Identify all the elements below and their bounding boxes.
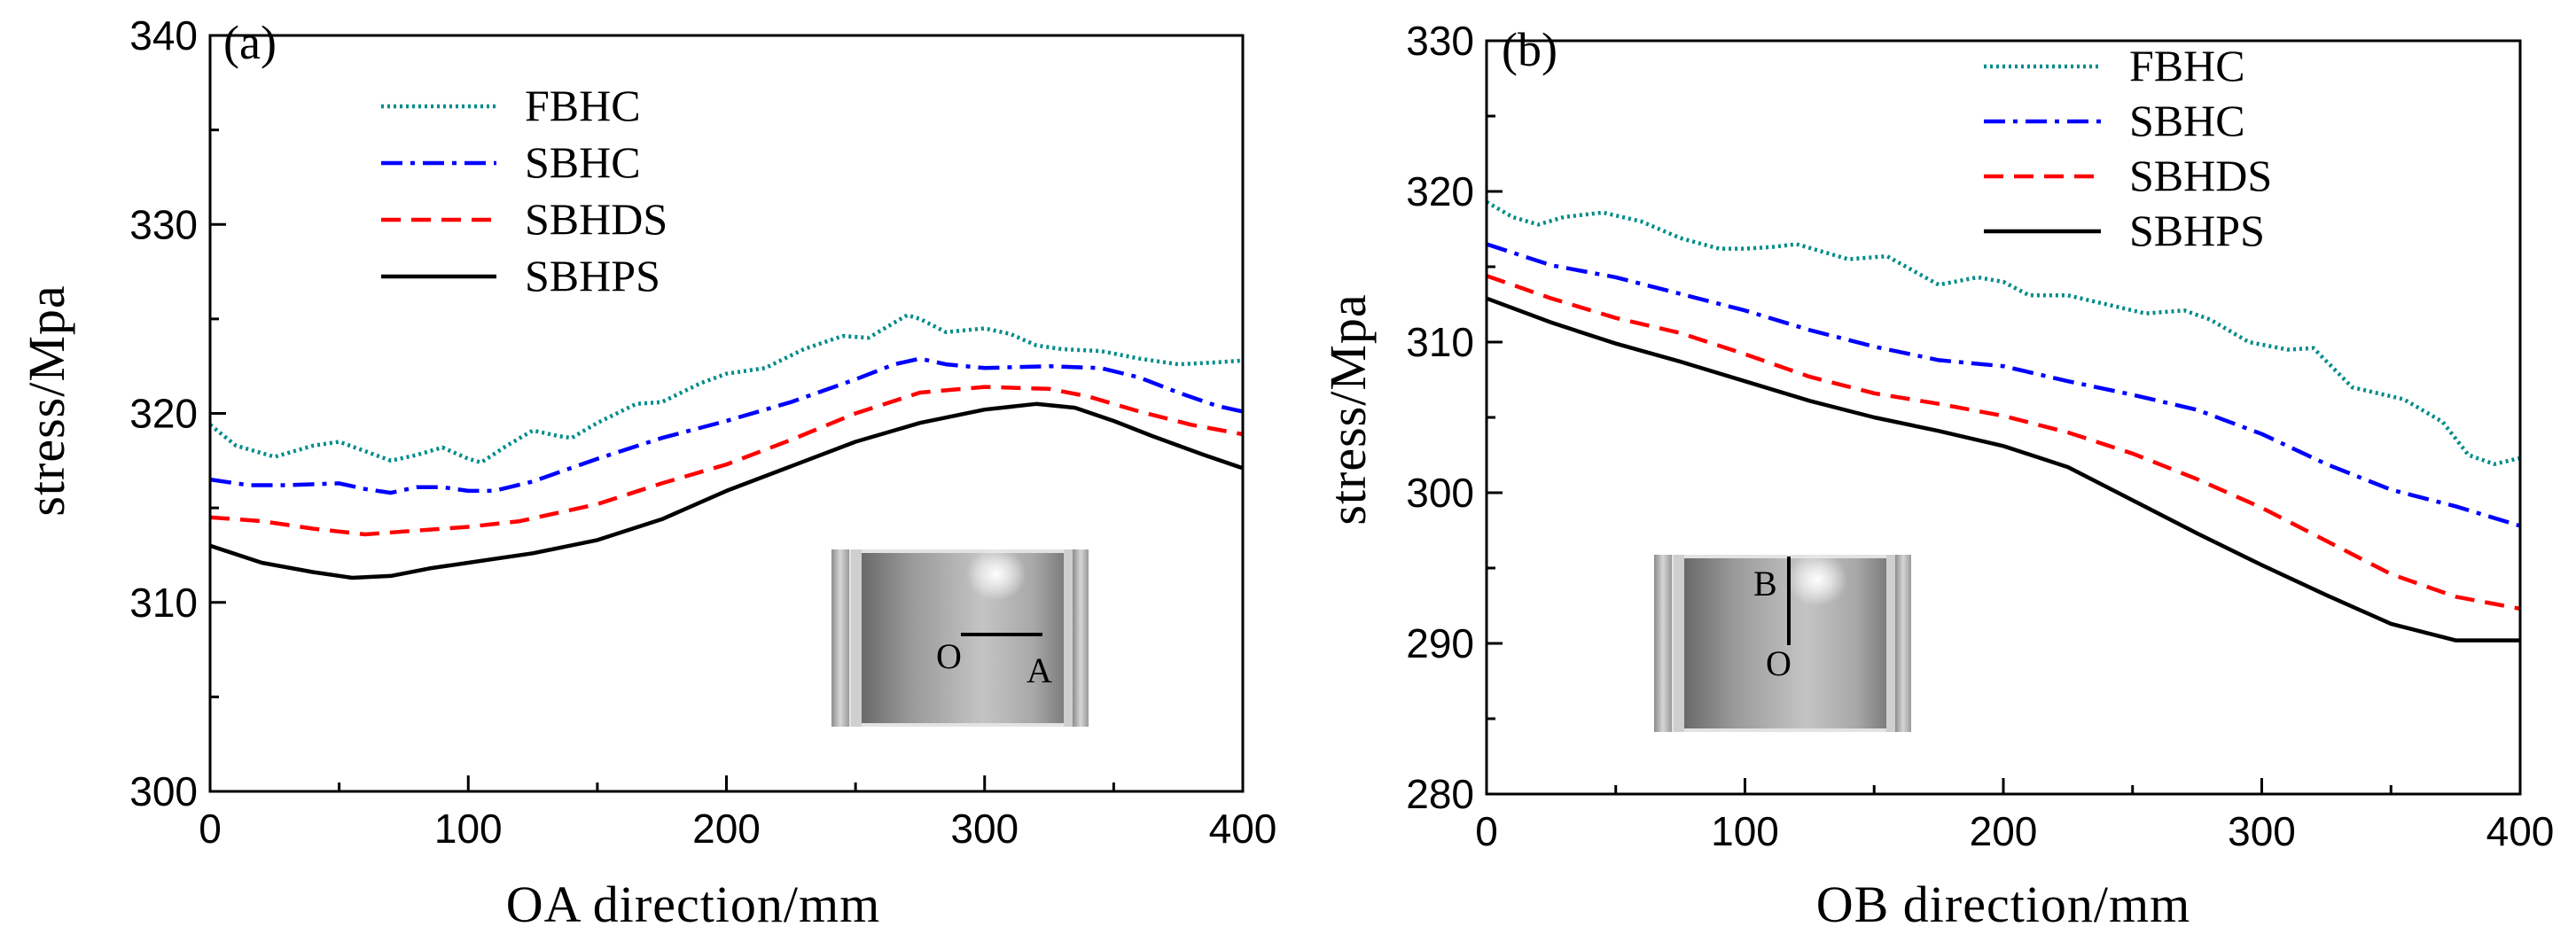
legend-b: FBHC SBHC SBHDS SBHPS — [1984, 41, 2272, 255]
ticks-b: 0 100 200 300 400 280 290 300 310 320 330 — [1406, 18, 2554, 854]
y-tick-label-b-320: 320 — [1406, 168, 1474, 214]
series-line-a-sbhps — [209, 401, 1244, 580]
series-line-b-fbhc — [1485, 199, 2521, 466]
x-tick-label-a-300: 300 — [950, 806, 1019, 852]
inset-image-b: B O — [1654, 553, 1911, 732]
legend-label-b-sbhps: SBHPS — [2129, 206, 2265, 255]
x-tick-label-b-0: 0 — [1475, 808, 1498, 854]
y-tick-label-a-320: 320 — [129, 391, 198, 437]
legend-label-b-sbhc: SBHC — [2129, 96, 2245, 145]
x-tick-label-a-100: 100 — [434, 806, 503, 852]
series-line-b-sbhps — [1486, 296, 2520, 642]
inset-label-a: A — [1026, 650, 1052, 690]
y-tick-label-a-300: 300 — [129, 768, 198, 814]
y-axis-title-b: stress/Mpa — [1319, 293, 1377, 525]
chart-panel-b: 0 100 200 300 400 280 290 300 310 320 330 (b) OB d… — [1319, 18, 2554, 933]
x-axis-title-b: OB direction/mm — [1816, 876, 2191, 933]
y-tick-label-b-330: 330 — [1406, 18, 1474, 64]
inset-label-o-a: O — [936, 636, 962, 676]
x-axis-title-a: OA direction/mm — [506, 876, 881, 933]
series-line-a-sbhc — [209, 356, 1244, 495]
inset-image-a: O A — [831, 548, 1089, 727]
x-tick-label-a-200: 200 — [692, 806, 761, 852]
y-tick-label-b-310: 310 — [1406, 319, 1474, 365]
legend-label-b-fbhc: FBHC — [2129, 41, 2245, 90]
x-tick-label-b-100: 100 — [1711, 808, 1779, 854]
y-axis-title-a: stress/Mpa — [18, 284, 75, 516]
x-tick-label-b-300: 300 — [2228, 808, 2296, 854]
series-line-a-sbhds — [209, 385, 1244, 537]
series-layer-a — [208, 313, 1244, 580]
series-line-b-sbhc — [1486, 242, 2521, 528]
y-tick-label-b-280: 280 — [1406, 771, 1474, 817]
chart-panel-a: 0 100 200 300 400 300 310 320 330 340 (a) OA dire… — [18, 12, 1276, 933]
x-tick-label-a-0: 0 — [199, 806, 222, 852]
y-tick-label-b-300: 300 — [1406, 470, 1474, 516]
inset-label-b: B — [1753, 564, 1777, 603]
y-tick-label-a-340: 340 — [129, 12, 198, 58]
legend-label-a-fbhc: FBHC — [525, 81, 641, 130]
legend-a: FBHC SBHC SBHDS SBHPS — [381, 81, 667, 300]
x-tick-label-a-400: 400 — [1209, 806, 1277, 852]
plot-area-b — [1485, 39, 2522, 796]
series-layer-b — [1485, 199, 2521, 642]
y-tick-label-a-330: 330 — [129, 201, 198, 247]
panel-label-b: (b) — [1502, 23, 1557, 76]
series-line-b-sbhds — [1486, 274, 2521, 611]
series-line-a-fbhc — [208, 313, 1244, 465]
y-tick-label-b-290: 290 — [1406, 620, 1474, 666]
x-tick-label-b-200: 200 — [1970, 808, 2038, 854]
y-tick-label-a-310: 310 — [129, 580, 198, 626]
legend-label-b-sbhds: SBHDS — [2129, 151, 2272, 200]
inset-label-o-b: O — [1766, 643, 1791, 683]
legend-label-a-sbhc: SBHC — [525, 137, 641, 187]
x-tick-label-b-400: 400 — [2486, 808, 2555, 854]
legend-label-a-sbhps: SBHPS — [525, 251, 660, 300]
panel-label-a: (a) — [223, 16, 277, 69]
ticks-a: 0 100 200 300 400 300 310 320 330 340 — [129, 12, 1276, 852]
legend-label-a-sbhds: SBHDS — [525, 194, 667, 244]
